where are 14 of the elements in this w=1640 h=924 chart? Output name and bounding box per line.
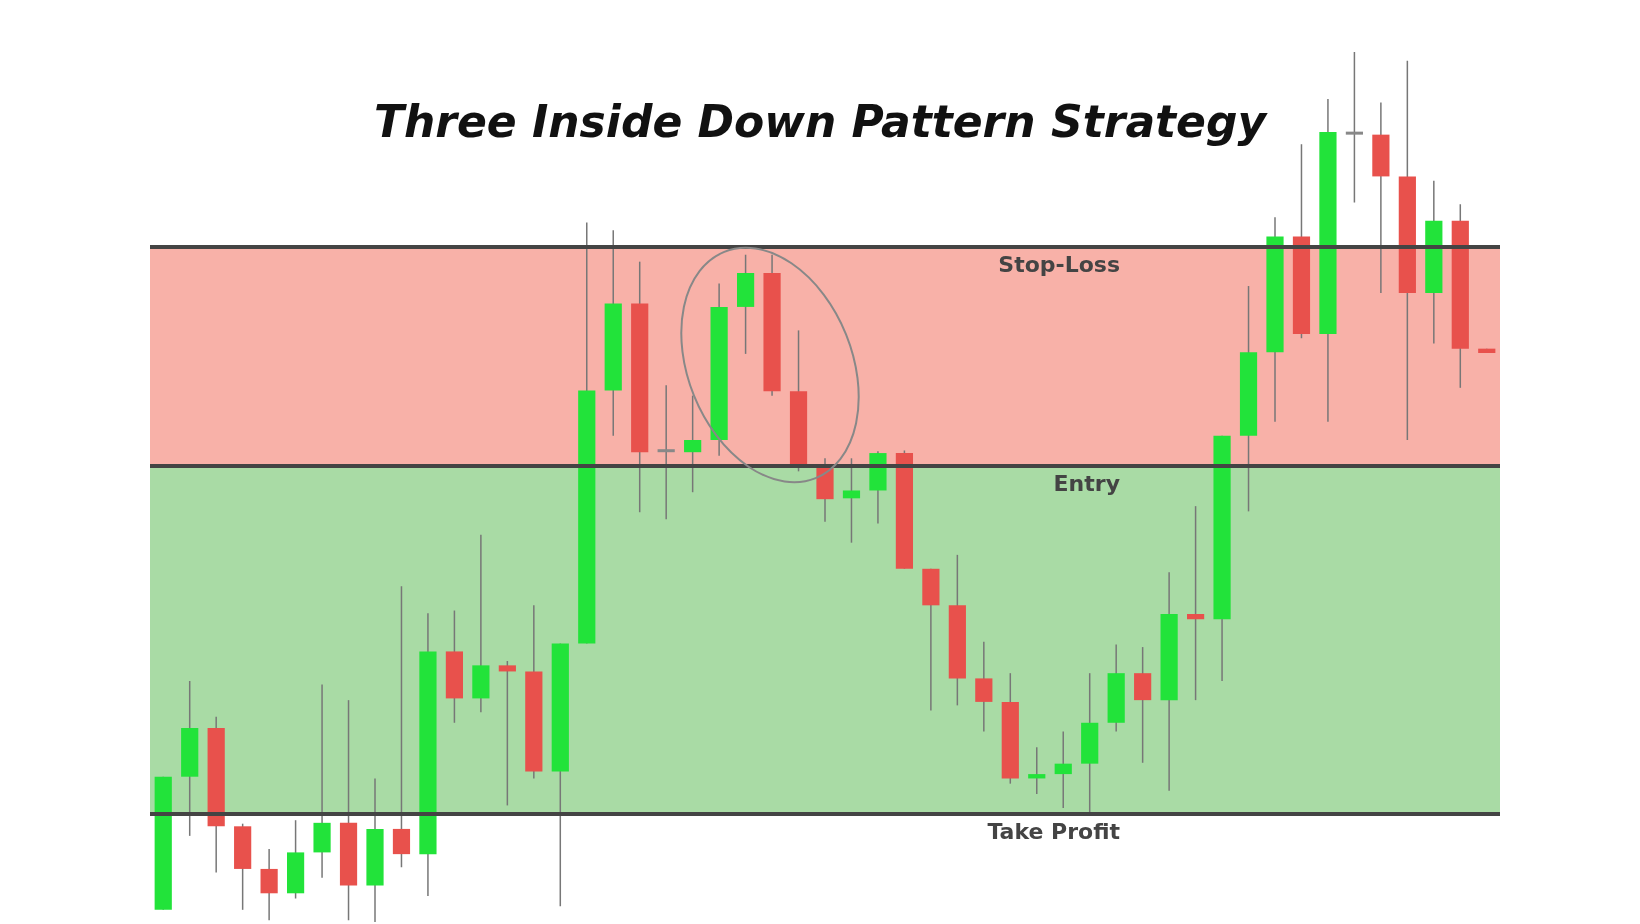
candlestick <box>1186 505 1205 701</box>
text: Three Inside Down Pattern Strategy <box>372 96 1269 147</box>
candlestick <box>1054 730 1072 809</box>
candlestick <box>392 585 411 868</box>
ref-line-label: Stop-Loss <box>998 251 1120 277</box>
candlestick <box>657 384 675 520</box>
candlestick <box>1345 51 1364 204</box>
candlestick <box>684 394 702 493</box>
candlestick <box>1028 746 1046 795</box>
ref-line-label: Take Profit <box>987 818 1121 844</box>
ref-line-label: Entry <box>1053 470 1120 496</box>
candlestick <box>975 641 993 733</box>
candlestick <box>842 457 861 544</box>
candlestick <box>498 660 516 807</box>
